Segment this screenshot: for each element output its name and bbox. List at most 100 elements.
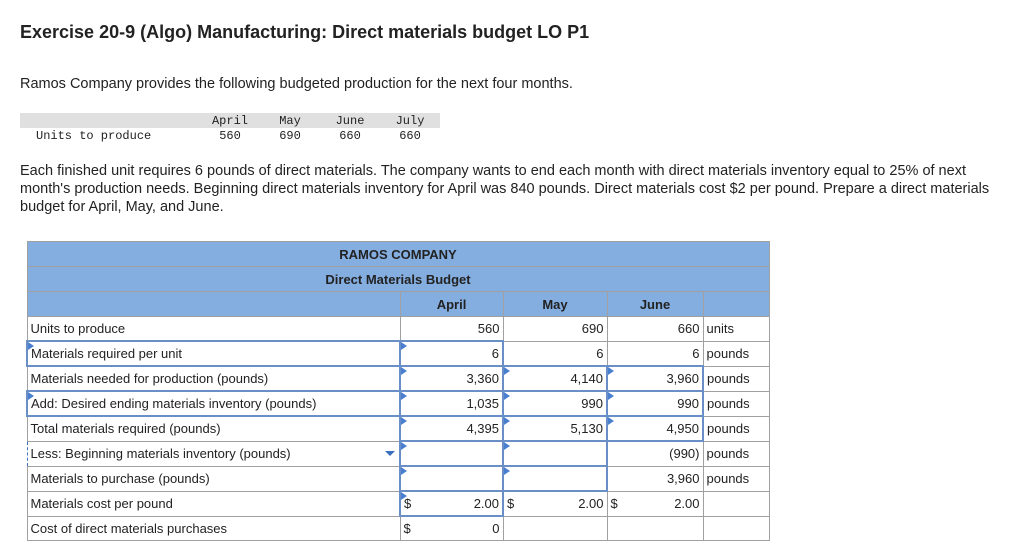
value-cell[interactable]: 4,140 [502, 365, 608, 392]
value-text: 2.00 [473, 496, 499, 511]
budget-row: Less: Beginning materials inventory (pou… [26, 440, 770, 467]
col-april: April [399, 291, 504, 317]
value-cell[interactable]: 990 [606, 390, 704, 417]
unit-label [702, 490, 770, 517]
month-header: July [380, 113, 440, 128]
unit-label: pounds [702, 390, 770, 417]
value-text: (990) [669, 446, 700, 462]
value-cell[interactable]: $2.00 [399, 490, 504, 517]
units-value: 660 [339, 128, 361, 143]
value-text: 2.00 [674, 496, 700, 511]
month-header: May [260, 113, 320, 128]
currency-symbol: $ [403, 521, 411, 536]
value-text: 3,360 [466, 371, 499, 386]
budget-title: Direct Materials Budget [26, 266, 770, 292]
row-label: Total materials required (pounds) [26, 415, 401, 442]
company-name: RAMOS COMPANY [26, 241, 770, 267]
unit-label: pounds [702, 465, 770, 492]
value-text: 3,960 [666, 471, 700, 486]
value-cell[interactable]: 3,960 [606, 365, 704, 392]
row-label: Materials cost per pound [26, 490, 401, 517]
value-cell [606, 515, 704, 541]
budget-row: Materials cost per pound $2.00 $2.00 $2.00 [26, 490, 770, 517]
unit-label [702, 515, 770, 541]
value-text: 4,395 [466, 421, 499, 436]
month-header: April [200, 113, 260, 128]
budget-row: Add: Desired ending materials inventory … [26, 390, 770, 417]
value-text: 660 [677, 321, 700, 337]
row-label: Cost of direct materials purchases [26, 515, 401, 541]
value-text: 560 [477, 321, 500, 336]
unit-label: units [702, 316, 770, 342]
month-header: June [320, 113, 380, 128]
currency-symbol: $ [610, 496, 618, 511]
col-june: June [606, 291, 704, 317]
value-text: 6 [596, 345, 604, 361]
value-cell[interactable]: 1,035 [399, 390, 504, 417]
row-label-dropdown[interactable]: Less: Beginning materials inventory (pou… [26, 440, 401, 467]
value-cell[interactable] [399, 440, 504, 467]
units-value: 690 [279, 128, 301, 143]
row-label[interactable]: Add: Desired ending materials inventory … [26, 390, 401, 417]
value-cell[interactable] [502, 440, 608, 467]
budget-row: Materials required per unit 6 6 6 pounds [26, 340, 770, 367]
value-cell: 3,960 [606, 465, 704, 492]
currency-symbol: $ [404, 496, 412, 511]
value-cell: 660 [606, 316, 704, 342]
value-cell[interactable]: 5,130 [502, 415, 608, 442]
budget-row: Cost of direct materials purchases $0 [26, 515, 770, 541]
value-cell[interactable]: 4,395 [399, 415, 504, 442]
value-text: 690 [581, 321, 604, 337]
value-cell: 6 [502, 340, 608, 367]
value-cell: (990) [606, 440, 704, 467]
budget-row: Materials to purchase (pounds) 3,960 pound… [26, 465, 770, 492]
value-cell[interactable]: 990 [502, 390, 608, 417]
value-cell: $2.00 [606, 490, 704, 517]
value-text: 0 [492, 521, 500, 536]
col-may: May [502, 291, 608, 317]
value-cell[interactable]: 6 [399, 340, 504, 367]
value-cell[interactable]: 4,950 [606, 415, 704, 442]
currency-symbol: $ [507, 496, 515, 512]
value-cell: $2.00 [502, 490, 608, 517]
direct-materials-budget: RAMOS COMPANY Direct Materials Budget Ap… [26, 241, 770, 541]
unit-label: pounds [702, 365, 770, 392]
row-label: Units to produce [26, 316, 401, 342]
value-text: 990 [677, 396, 699, 411]
value-text: 6 [491, 346, 499, 361]
value-text: 4,950 [666, 421, 699, 436]
units-value: 660 [399, 128, 421, 143]
unit-label: pounds [702, 340, 770, 367]
row-label-text: Less: Beginning materials inventory (pou… [30, 446, 291, 461]
value-cell [502, 515, 608, 541]
value-cell[interactable]: 3,360 [399, 365, 504, 392]
intro-text: Ramos Company provides the following bud… [20, 76, 573, 92]
units-value: 560 [219, 128, 241, 143]
row-label: Units to produce [36, 128, 152, 143]
value-text: 3,960 [666, 371, 699, 386]
value-cell[interactable] [399, 465, 504, 492]
row-label[interactable]: Materials required per unit [26, 340, 401, 367]
budget-row: Units to produce 560 690 660 units [26, 316, 770, 342]
unit-label: pounds [702, 440, 770, 467]
unit-label: pounds [702, 415, 770, 442]
value-text: 6 [692, 345, 700, 361]
value-text: 4,140 [570, 371, 603, 386]
value-text: 990 [581, 396, 603, 411]
exercise-title: Exercise 20-9 (Algo) Manufacturing: Dire… [20, 22, 590, 42]
production-table: April May June July Units to produce 560… [20, 113, 440, 143]
value-text: 2.00 [578, 496, 604, 512]
instructions-text: Each finished unit requires 6 pounds of … [20, 163, 990, 215]
row-label: Materials needed for production (pounds) [26, 365, 401, 392]
value-cell[interactable] [502, 465, 608, 492]
chevron-down-icon[interactable] [385, 450, 395, 456]
value-cell: 690 [502, 316, 608, 342]
budget-row: Total materials required (pounds) 4,395 5,… [26, 415, 770, 442]
value-cell: 560 [399, 316, 504, 342]
value-cell: 6 [606, 340, 704, 367]
budget-row: Materials needed for production (pounds)… [26, 365, 770, 392]
row-label: Materials to purchase (pounds) [26, 465, 401, 492]
value-text: 1,035 [466, 396, 499, 411]
value-text: 5,130 [570, 421, 603, 436]
value-cell: $0 [399, 515, 504, 541]
